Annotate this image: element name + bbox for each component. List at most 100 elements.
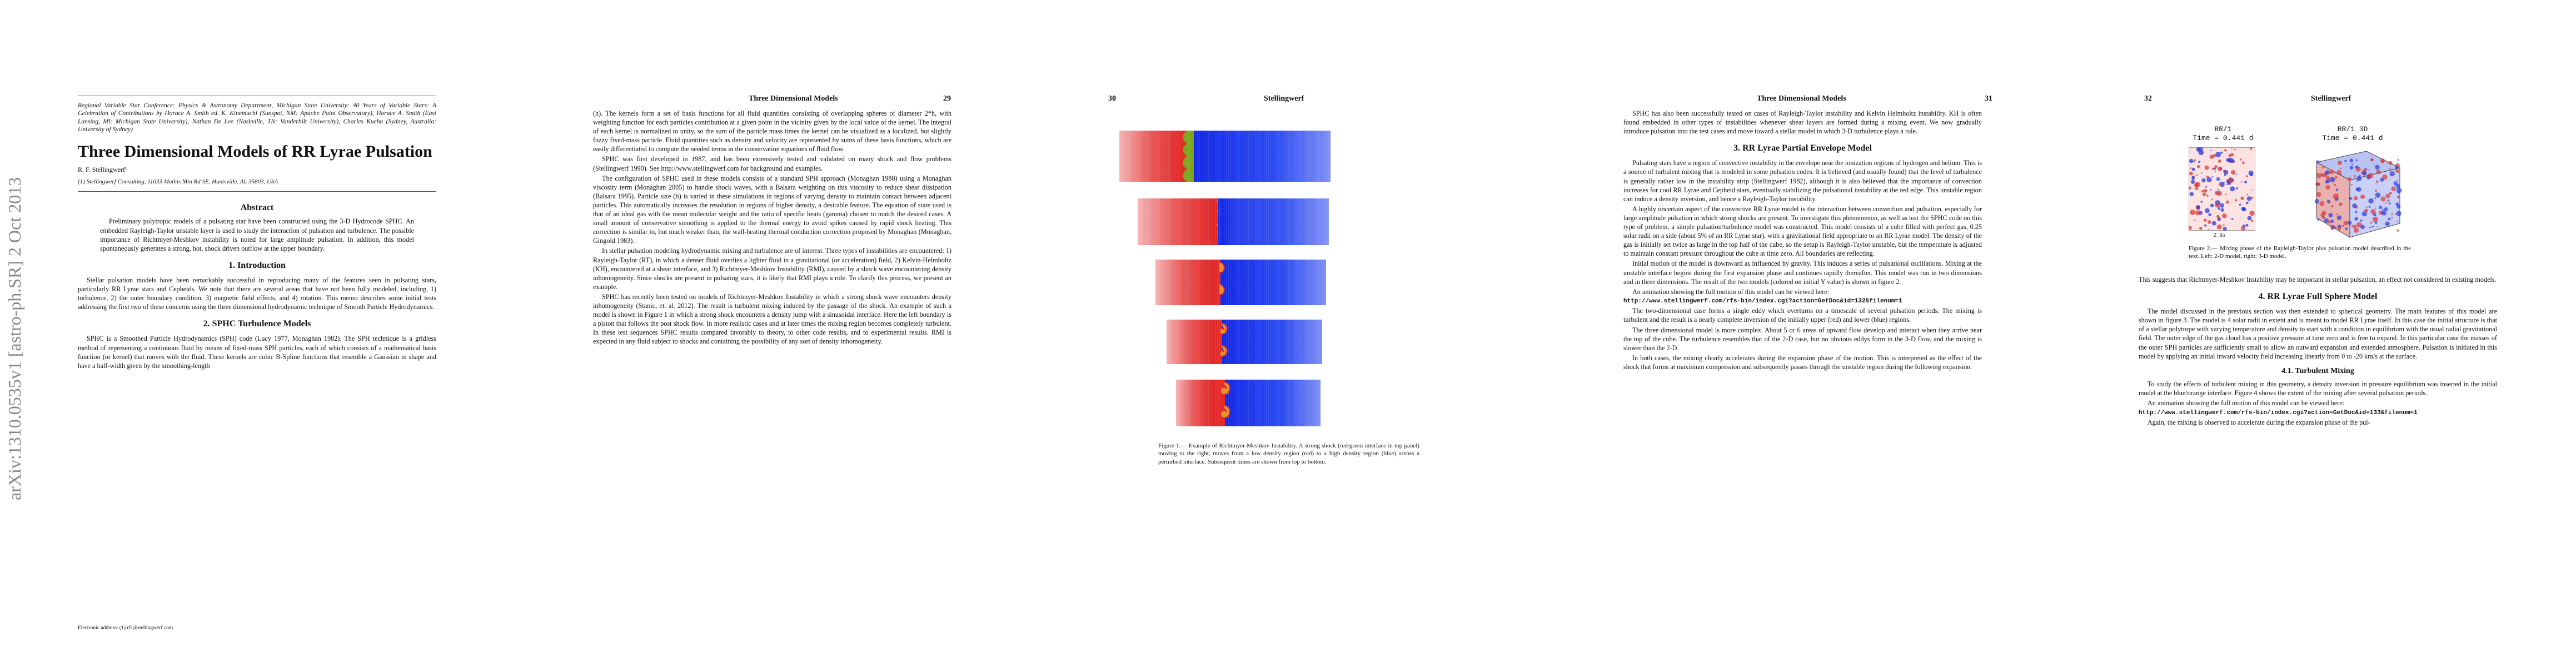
mix-blob: [2324, 218, 2329, 223]
mix-blob: [2226, 200, 2229, 204]
mix-blob: [2380, 196, 2386, 202]
footnote: Electronic address: (1) rfs@stellingwerf…: [78, 625, 173, 631]
mix-blob: [2224, 174, 2226, 176]
paragraph: Pulsating stars have a region of convect…: [1623, 159, 1982, 203]
mix-blob: [2190, 167, 2192, 170]
mix-blob: [2376, 170, 2381, 175]
mix-blob: [2202, 192, 2206, 196]
mix-blob: [2343, 221, 2348, 226]
mix-blob: [2355, 159, 2358, 161]
mix-blob: [2354, 196, 2358, 201]
mix-blob: [2194, 183, 2199, 188]
mix-blob: [2321, 166, 2324, 168]
mix-blob: [2395, 183, 2400, 188]
mix-blob: [2218, 192, 2219, 194]
mix-blob: [2355, 165, 2359, 169]
paragraph: The two-dimensional case forms a single …: [1623, 307, 1982, 324]
section-2-heading: 2. SPHC Turbulence Models: [203, 319, 311, 329]
mix-blob: [2325, 185, 2330, 190]
mix-blob: [2351, 183, 2353, 186]
figure-2-right-panel-cube: [2314, 151, 2402, 238]
page-number: 29: [943, 94, 951, 103]
mix-blob: [2208, 213, 2211, 217]
mix-blob: [2349, 158, 2354, 162]
mix-blob: [2246, 175, 2248, 178]
animation-link[interactable]: http://www.stellingwerf.com/rfs-bin/inde…: [1623, 297, 1902, 305]
mix-blob: [2395, 213, 2396, 215]
author: R. F. Stellingwerf¹: [78, 166, 127, 173]
mix-blob: [2215, 203, 2220, 208]
mix-blob: [2195, 210, 2201, 216]
mix-blob: [2389, 202, 2391, 205]
mix-blob: [2242, 224, 2246, 227]
mix-blob: [2396, 179, 2399, 181]
animation-link[interactable]: http://www.stellingwerf.com/rfs-bin/inde…: [2139, 409, 2418, 416]
mix-blob: [2316, 160, 2319, 163]
mix-blob: [2199, 227, 2203, 230]
paragraph: SPHC has also been successfully tested o…: [1623, 109, 1982, 136]
mix-blob: [2325, 176, 2330, 181]
paragraph: SPHC was first developed in 1987, and ha…: [593, 155, 951, 172]
mix-blob: [2396, 229, 2399, 232]
mix-blob: [2225, 193, 2226, 196]
mix-blob: [2220, 151, 2223, 154]
paragraph: The model discussed in the previous sect…: [2139, 307, 2497, 360]
page-3: 30 Stellingwerf: [1030, 0, 1546, 667]
mix-blob: [2391, 216, 2393, 218]
mix-blob: [2344, 160, 2347, 162]
mix-blob: [2370, 221, 2373, 224]
mix-blob: [2375, 165, 2377, 166]
mix-blob: [2349, 166, 2354, 170]
mix-blob: [2367, 169, 2369, 171]
mix-blob: [2368, 206, 2371, 208]
mix-blob: [2330, 220, 2334, 223]
mix-blob: [2360, 194, 2365, 200]
mix-blob: [2191, 176, 2195, 178]
mix-blob: [2328, 220, 2331, 224]
paragraph: The configuration of SPHC used in these …: [593, 174, 951, 245]
mix-blob: [2355, 211, 2358, 213]
mix-blob: [2218, 207, 2220, 210]
mix-blob: [2246, 193, 2248, 196]
figure-1-panel-4: [1167, 320, 1322, 364]
mix-blob: [2217, 166, 2222, 171]
mix-blob: [2250, 196, 2253, 200]
mix-blob: [2336, 215, 2342, 220]
mix-blob: [2189, 158, 2194, 163]
mix-blob: [2218, 160, 2221, 163]
mix-blob: [2348, 177, 2352, 181]
mix-blob: [2374, 197, 2376, 200]
mix-blob: [2193, 161, 2195, 162]
mix-blob: [2248, 170, 2254, 176]
mix-blob: [2235, 199, 2238, 202]
mix-blob: [2330, 225, 2334, 230]
mix-blob: [2204, 224, 2206, 227]
paragraph: In both cases, the mixing clearly accele…: [1623, 354, 1982, 371]
mix-blob: [2382, 212, 2384, 213]
mix-blob: [2398, 192, 2399, 194]
mix-blob: [2366, 206, 2368, 208]
mix-blob: [2251, 220, 2254, 222]
mix-blob: [2201, 178, 2206, 183]
paragraph: SPHC has recently been tested on models …: [593, 292, 951, 346]
mix-blob: [2216, 191, 2222, 196]
running-head: Three Dimensional Models: [1757, 94, 1846, 103]
paragraph: In stellar pulsation modeling hydrodynam…: [593, 247, 951, 291]
mix-blob: [2334, 176, 2338, 179]
mix-blob: [2382, 208, 2384, 211]
mix-blob: [2314, 199, 2319, 204]
mix-blob: [2223, 170, 2229, 175]
mix-blob: [2218, 182, 2221, 186]
mix-blob: [2249, 210, 2255, 216]
mix-blob: [2214, 165, 2218, 168]
mix-blob: [2395, 165, 2399, 169]
mix-blob: [2234, 148, 2236, 151]
mix-blob: [2189, 192, 2194, 197]
mix-blob: [2391, 213, 2393, 215]
mix-blob: [2396, 187, 2402, 193]
mix-blob: [2209, 155, 2214, 159]
page-5: 32 Stellingwerf RR/1 Time = 0.441 d Z_Ro…: [2061, 0, 2576, 667]
paragraph: (h). The kernels form a set of basis fun…: [593, 109, 951, 153]
mix-blob: [2206, 225, 2208, 227]
mix-blob: [2206, 195, 2209, 197]
